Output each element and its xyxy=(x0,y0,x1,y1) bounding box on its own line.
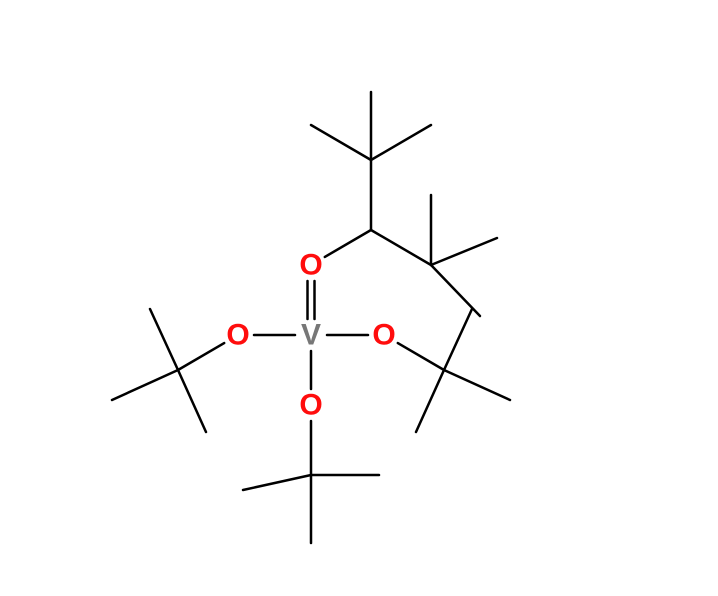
atom-label-v: V xyxy=(301,319,321,352)
bond xyxy=(416,370,444,432)
bond xyxy=(243,475,311,490)
bond xyxy=(398,343,444,370)
atom-label-o: O xyxy=(299,389,322,422)
bond xyxy=(371,230,431,265)
bond xyxy=(431,265,480,316)
bond xyxy=(325,230,371,257)
bond xyxy=(444,309,472,370)
bond xyxy=(178,343,224,370)
molecule-canvas: V O O O O xyxy=(0,0,718,596)
atom-label-o: O xyxy=(299,249,322,282)
atom-label-o: O xyxy=(226,319,249,352)
bond xyxy=(311,125,371,160)
atom-label-o: O xyxy=(372,319,395,352)
bond xyxy=(112,370,178,400)
bond xyxy=(150,309,178,370)
bond xyxy=(431,238,497,265)
bond xyxy=(444,370,510,400)
bond xyxy=(371,125,431,160)
bond xyxy=(178,370,206,432)
